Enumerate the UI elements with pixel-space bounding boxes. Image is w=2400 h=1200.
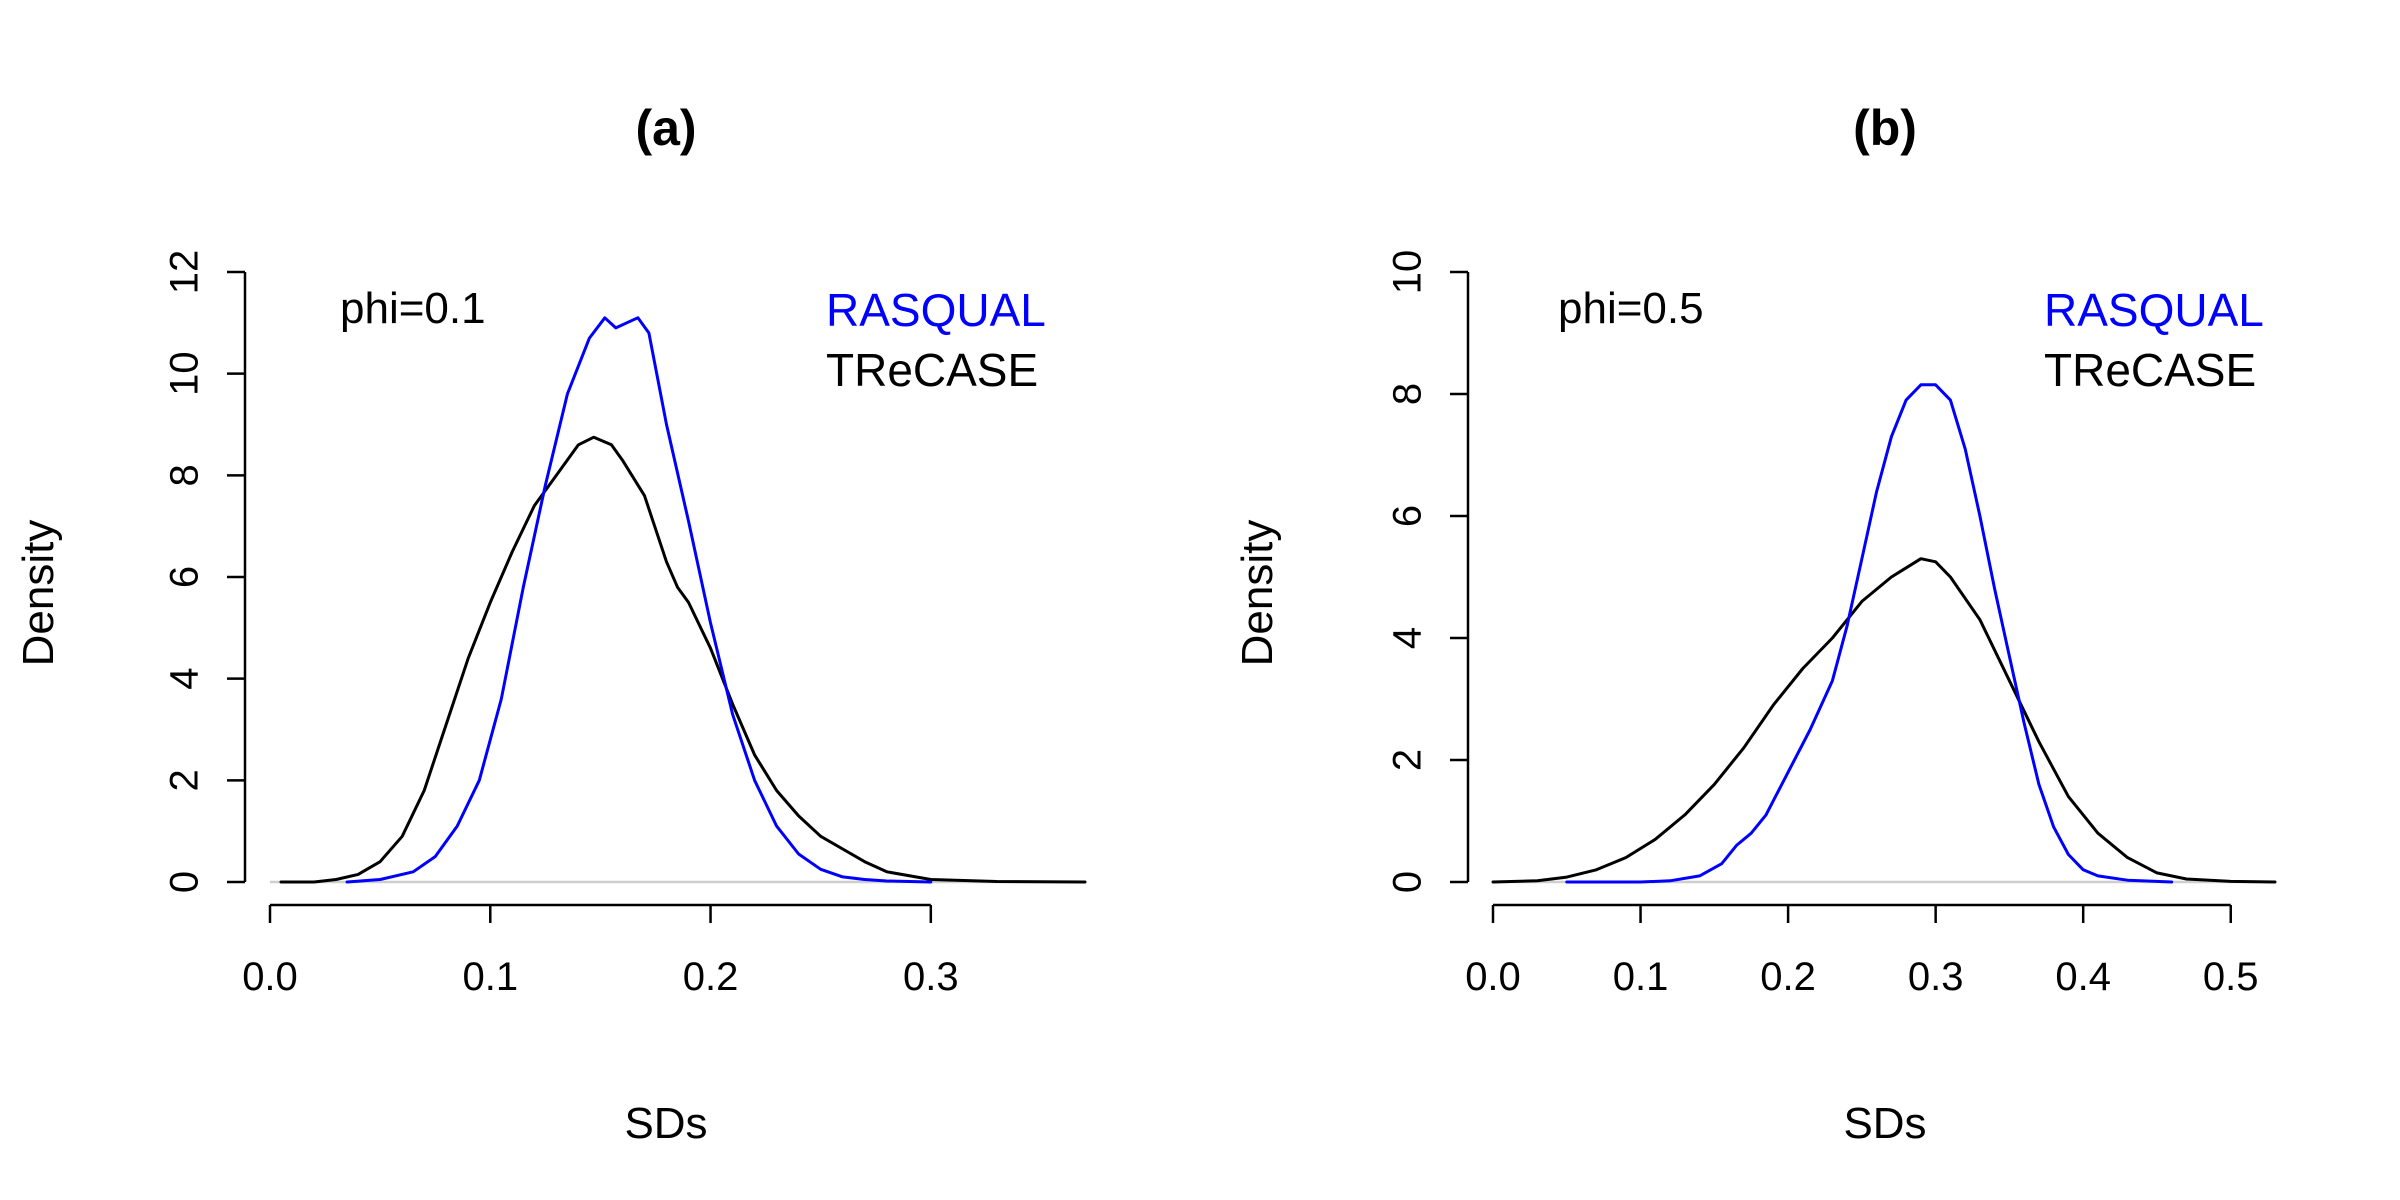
panel-b-x-tick-label: 0.5	[2203, 955, 2259, 999]
panel-a-y-tick-label: 12	[163, 250, 207, 295]
panel-a-x-tick-label: 0.3	[903, 955, 959, 999]
panel-a: (a) SDs Density phi=0.1 RASQUAL TReCASE …	[14, 100, 1087, 1148]
panel-a-y-tick-label: 4	[163, 668, 207, 690]
panel-a-x-tick-label: 0.2	[683, 955, 739, 999]
panel-a-rasqual-density-line	[345, 316, 933, 884]
panel-a-x-axis-label: SDs	[624, 1099, 707, 1148]
panel-a-y-tick-label: 10	[163, 351, 207, 396]
panel-b-y-axis-label: Density	[1233, 520, 1282, 667]
panel-b: (b) SDs Density phi=0.5 RASQUAL TReCASE …	[1233, 100, 2277, 1148]
panel-b-phi-annotation: phi=0.5	[1558, 284, 1704, 333]
panel-b-x-tick-label: 0.3	[1908, 955, 1964, 999]
panel-b-y-tick-label: 6	[1386, 505, 1430, 527]
panel-b-x-tick-label: 0.2	[1760, 955, 1816, 999]
panel-b-y-tick-label: 0	[1386, 871, 1430, 893]
panel-b-x-tick-label: 0.1	[1613, 955, 1669, 999]
panel-b-trecase-density-line	[1491, 557, 2277, 884]
panel-b-legend-rasqual: RASQUAL	[2044, 284, 2264, 336]
panel-b-y-tick-label: 2	[1386, 749, 1430, 771]
panel-b-x-axis-label: SDs	[1843, 1099, 1926, 1148]
panel-a-y-axis-label: Density	[14, 520, 63, 667]
panel-a-y-tick-label: 8	[163, 464, 207, 486]
panel-b-legend-trecase: TReCASE	[2044, 344, 2256, 396]
panel-b-y-tick-label: 4	[1386, 627, 1430, 649]
panel-a-legend-rasqual: RASQUAL	[826, 284, 1046, 336]
panel-a-x-tick-label: 0.1	[462, 955, 518, 999]
panel-a-y-tick-label: 2	[163, 769, 207, 791]
panel-a-legend-trecase: TReCASE	[826, 344, 1038, 396]
panel-a-y-tick-label: 6	[163, 566, 207, 588]
panel-b-x-tick-label: 0.0	[1465, 955, 1521, 999]
panel-a-title: (a)	[635, 100, 696, 156]
panel-b-y-tick-label: 8	[1386, 383, 1430, 405]
panel-a-trecase-density-line	[279, 435, 1087, 884]
panel-a-phi-annotation: phi=0.1	[340, 284, 486, 333]
panel-a-y-tick-label: 0	[163, 871, 207, 893]
panel-b-rasqual-density-line	[1565, 383, 2174, 884]
panel-b-y-tick-label: 10	[1386, 250, 1430, 295]
panel-b-title: (b)	[1853, 100, 1917, 156]
panel-b-x-tick-label: 0.4	[2055, 955, 2111, 999]
panel-a-x-tick-label: 0.0	[242, 955, 298, 999]
